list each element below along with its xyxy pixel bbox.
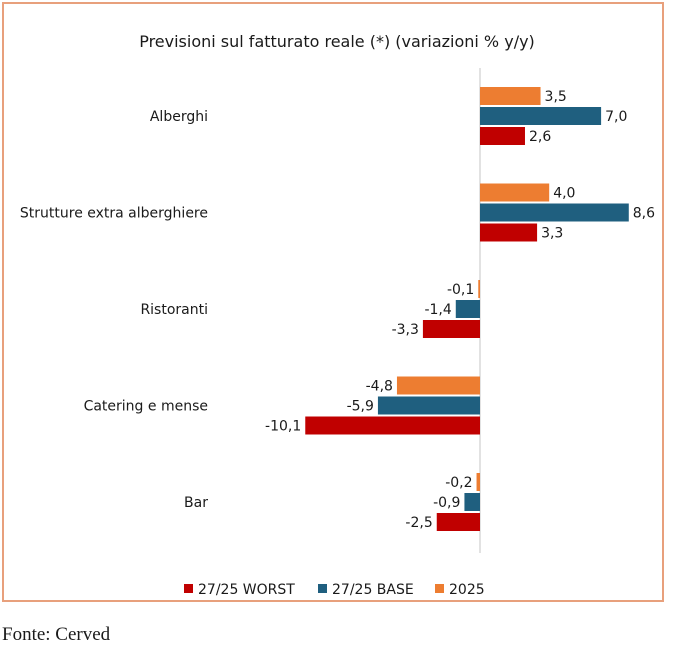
chart-frame	[2, 2, 664, 602]
bar-strutture-extra-alberghiere-2025	[480, 183, 550, 202]
data-label-ristoranti-27-25-base: -1,4	[424, 302, 451, 318]
data-label-alberghi-2025: 3,5	[545, 89, 567, 105]
legend-swatch-2025	[435, 584, 444, 593]
data-label-strutture-extra-alberghiere-2025: 4,0	[553, 186, 575, 202]
data-label-ristoranti-27-25-worst: -3,3	[392, 322, 419, 338]
bar-alberghi-27-25-worst	[480, 127, 525, 145]
category-label-bar: Bar	[184, 495, 208, 511]
data-label-bar-2025: -0,2	[445, 475, 472, 491]
bar-strutture-extra-alberghiere-27-25-base	[480, 203, 629, 222]
source-note: Fonte: Cerved	[2, 624, 111, 645]
bar-catering-e-mense-27-25-base	[377, 396, 480, 415]
bar-ristoranti-2025	[478, 280, 480, 298]
data-label-alberghi-27-25-worst: 2,6	[529, 129, 551, 145]
legend-label-2025: 2025	[449, 582, 485, 598]
legend-label-27-25-worst: 27/25 WORST	[198, 582, 295, 598]
legend-swatch-27-25-base	[318, 584, 327, 593]
bars-group: Alberghi 3,5 7,0 2,6 Strutture extra albergh…	[20, 87, 655, 531]
data-label-catering-e-mense-2025: -4,8	[366, 379, 393, 395]
legend-swatch-27-25-worst	[184, 584, 193, 593]
legend: 27/25 WORST 27/25 BASE 2025	[184, 582, 485, 598]
bar-ristoranti-27-25-worst	[422, 320, 480, 338]
bar-alberghi-27-25-base	[480, 107, 602, 125]
bar-catering-e-mense-27-25-worst	[305, 416, 480, 435]
data-label-ristoranti-2025: -0,1	[447, 282, 474, 298]
data-label-alberghi-27-25-base: 7,0	[605, 109, 627, 125]
category-label-strutture-extra-alberghiere: Strutture extra alberghiere	[20, 206, 208, 222]
chart-title: Previsioni sul fatturato reale (*) (vari…	[139, 32, 535, 51]
bar-alberghi-2025	[480, 87, 541, 105]
data-label-strutture-extra-alberghiere-27-25-base: 8,6	[633, 206, 655, 222]
bar-bar-27-25-worst	[436, 513, 480, 531]
bar-chart: Previsioni sul fatturato reale (*) (vari…	[20, 32, 655, 598]
data-label-catering-e-mense-27-25-worst: -10,1	[265, 419, 301, 435]
bar-bar-27-25-base	[464, 493, 480, 511]
legend-label-27-25-base: 27/25 BASE	[332, 582, 414, 598]
bar-ristoranti-27-25-base	[455, 300, 480, 318]
category-label-ristoranti: Ristoranti	[140, 302, 208, 318]
bar-strutture-extra-alberghiere-27-25-worst	[480, 223, 538, 242]
category-label-alberghi: Alberghi	[150, 109, 208, 125]
data-label-catering-e-mense-27-25-base: -5,9	[347, 399, 374, 415]
data-label-bar-27-25-base: -0,9	[433, 495, 460, 511]
data-label-bar-27-25-worst: -2,5	[405, 515, 432, 531]
category-label-catering-e-mense: Catering e mense	[84, 399, 208, 415]
bar-catering-e-mense-2025	[396, 376, 480, 395]
data-label-strutture-extra-alberghiere-27-25-worst: 3,3	[541, 226, 563, 242]
bar-bar-2025	[476, 473, 480, 491]
